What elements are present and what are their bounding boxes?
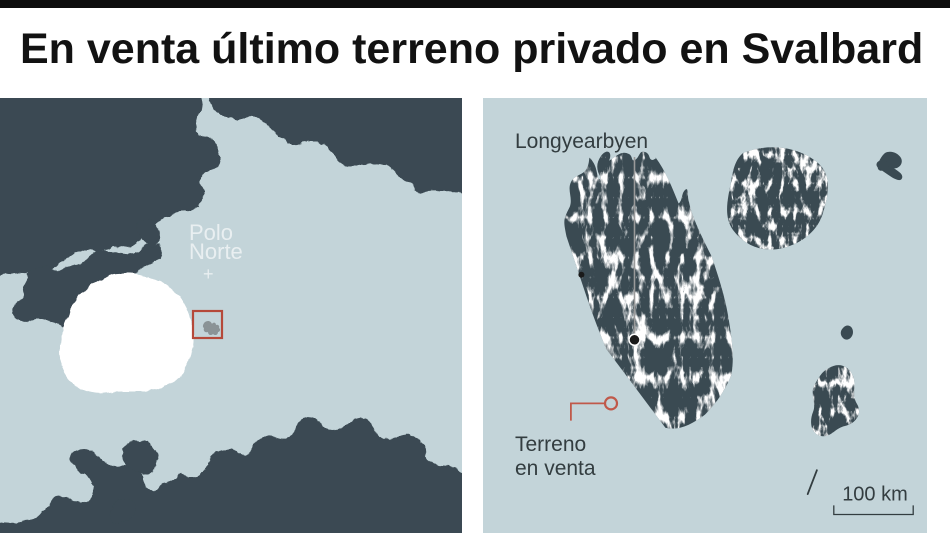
svg-text:Terreno: Terreno — [515, 433, 586, 456]
svg-text:Norte: Norte — [189, 239, 243, 264]
svg-text:Longyearbyen: Longyearbyen — [515, 130, 648, 153]
svg-text:100 km: 100 km — [842, 484, 908, 506]
svg-text:+: + — [203, 264, 214, 284]
svg-text:en venta: en venta — [515, 457, 596, 480]
